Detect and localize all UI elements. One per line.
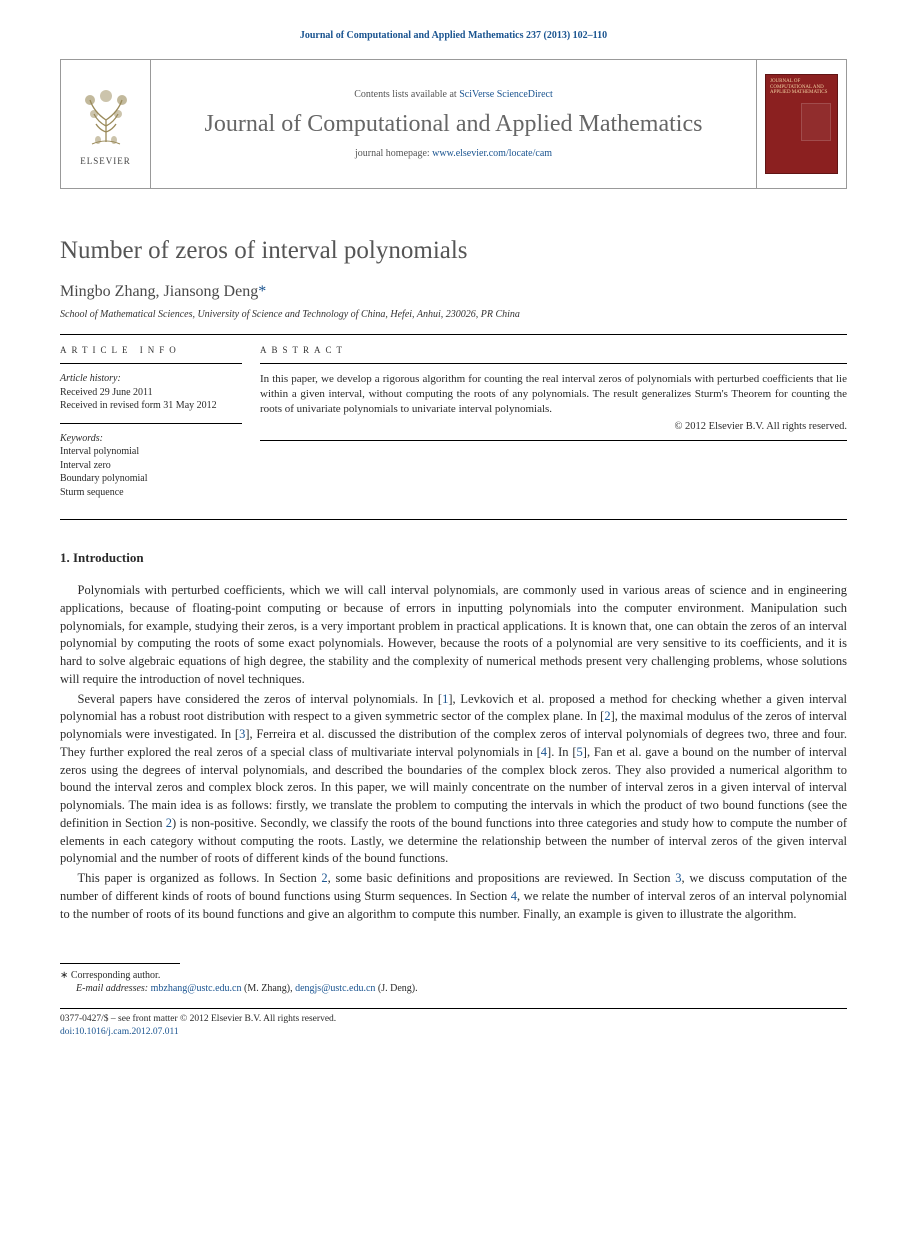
history-label: Article history: [60,372,242,386]
issn-copyright-line: 0377-0427/$ – see front matter © 2012 El… [60,1013,847,1025]
footnote-rule [60,963,180,964]
abstract-copyright: © 2012 Elsevier B.V. All rights reserved… [260,421,847,432]
affiliation: School of Mathematical Sciences, Univers… [60,309,847,320]
p2-text-a: Several papers have considered the zeros… [78,692,443,706]
p3-text-a: This paper is organized as follows. In S… [78,871,322,885]
journal-homepage-line: journal homepage: www.elsevier.com/locat… [355,148,552,159]
section-1-heading: 1. Introduction [60,550,847,566]
article-info-column: ARTICLE INFO Article history: Received 2… [60,335,260,519]
footer-metadata: 0377-0427/$ – see front matter © 2012 El… [60,1008,847,1038]
journal-title: Journal of Computational and Applied Mat… [205,110,703,139]
cover-graphic-box [801,103,831,141]
page-footer: ∗ Corresponding author. E-mail addresses… [60,963,847,1038]
intro-paragraph-2: Several papers have considered the zeros… [60,691,847,869]
keyword-item: Sturm sequence [60,486,242,500]
doi-label: doi: [60,1027,75,1037]
history-revised: Received in revised form 31 May 2012 [60,399,242,413]
corresponding-marker: * [258,283,266,300]
journal-homepage-link[interactable]: www.elsevier.com/locate/cam [432,148,552,159]
abstract-head: ABSTRACT [260,345,847,355]
corresponding-author-note: ∗ Corresponding author. [60,970,847,981]
info-rule [60,363,242,364]
mid-rule [60,519,847,520]
journal-cover-cell: JOURNAL OF COMPUTATIONAL AND APPLIED MAT… [756,60,846,188]
abstract-column: ABSTRACT In this paper, we develop a rig… [260,335,847,519]
email-link-1[interactable]: mbzhang@ustc.edu.cn [151,983,242,994]
contents-available-line: Contents lists available at SciVerse Sci… [354,89,553,100]
publisher-logo-cell: ELSEVIER [61,60,151,188]
corr-asterisk: ∗ [60,970,71,981]
homepage-prefix: journal homepage: [355,148,432,159]
contents-prefix: Contents lists available at [354,89,459,100]
keywords-block: Keywords: Interval polynomial Interval z… [60,432,242,500]
elsevier-tree-icon [76,82,136,152]
journal-title-cell: Contents lists available at SciVerse Sci… [151,60,756,188]
email-who-2: (J. Deng). [375,983,417,994]
page-root: Journal of Computational and Applied Mat… [0,0,907,1078]
keyword-item: Interval polynomial [60,445,242,459]
doi-link[interactable]: 10.1016/j.cam.2012.07.011 [75,1027,179,1037]
journal-cover-thumbnail: JOURNAL OF COMPUTATIONAL AND APPLIED MAT… [765,74,838,174]
doi-line: doi:10.1016/j.cam.2012.07.011 [60,1026,847,1038]
article-history-block: Article history: Received 29 June 2011 R… [60,372,242,413]
corr-label: Corresponding author. [71,970,160,981]
publisher-name: ELSEVIER [80,156,131,166]
p2-text-e: ]. In [ [547,745,577,759]
email-who-1: (M. Zhang), [241,983,295,994]
sciencedirect-link[interactable]: SciVerse ScienceDirect [459,89,553,100]
email-link-2[interactable]: dengjs@ustc.edu.cn [295,983,375,994]
keywords-label: Keywords: [60,432,242,446]
email-line: E-mail addresses: mbzhang@ustc.edu.cn (M… [60,983,847,994]
authors-line: Mingbo Zhang, Jiansong Deng* [60,283,847,301]
keyword-item: Boundary polynomial [60,472,242,486]
info-abstract-row: ARTICLE INFO Article history: Received 2… [60,335,847,519]
intro-paragraph-3: This paper is organized as follows. In S… [60,870,847,923]
p3-text-b: , some basic definitions and proposition… [328,871,676,885]
p2-text-g: ) is non-positive. Secondly, we classify… [60,816,847,866]
abstract-text: In this paper, we develop a rigorous alg… [260,372,847,417]
intro-paragraph-1: Polynomials with perturbed coefficients,… [60,582,847,689]
running-head: Journal of Computational and Applied Mat… [60,30,847,41]
journal-header-box: ELSEVIER Contents lists available at Sci… [60,59,847,189]
abs-rule-bottom [260,440,847,441]
article-title: Number of zeros of interval polynomials [60,237,847,265]
cover-title-text: JOURNAL OF COMPUTATIONAL AND APPLIED MAT… [770,79,833,96]
keyword-item: Interval zero [60,459,242,473]
info-rule-2 [60,423,242,424]
authors-names: Mingbo Zhang, Jiansong Deng [60,283,258,300]
abs-rule [260,363,847,364]
email-label: E-mail addresses: [76,983,148,994]
history-received: Received 29 June 2011 [60,386,242,400]
article-info-head: ARTICLE INFO [60,345,242,355]
